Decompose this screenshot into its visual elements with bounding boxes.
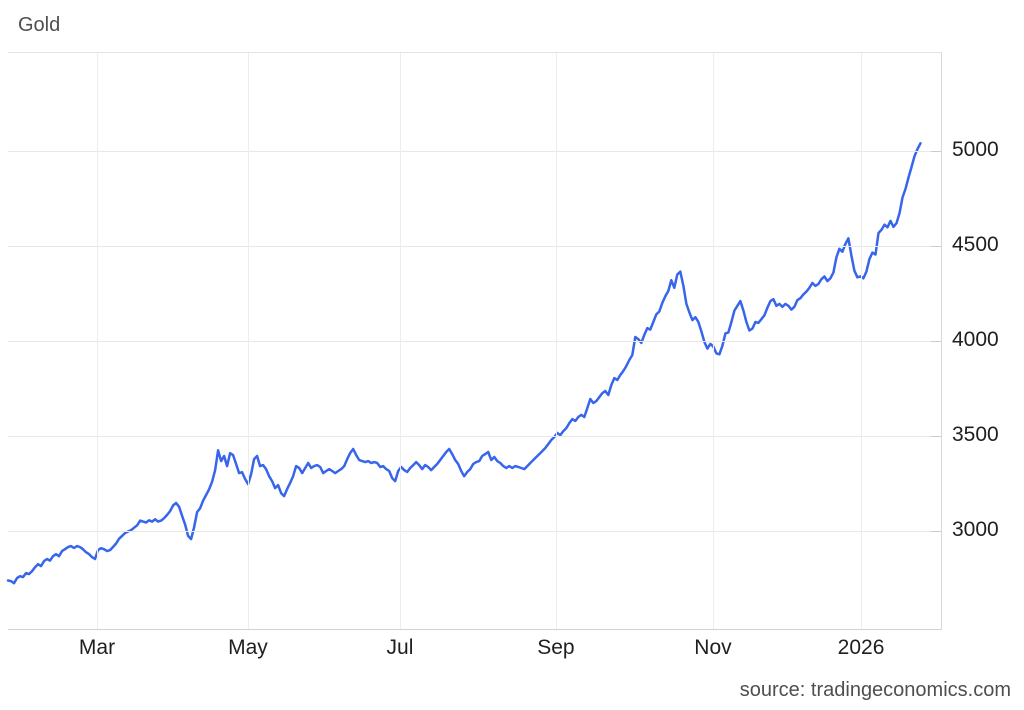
vertical-gridline bbox=[97, 53, 98, 629]
y-axis-label: 4000 bbox=[952, 328, 999, 351]
vertical-gridline bbox=[555, 53, 557, 629]
x-axis-label: Sep bbox=[537, 636, 575, 659]
gold-price-line bbox=[6, 142, 922, 585]
vertical-gridline bbox=[247, 53, 249, 629]
y-axis-label: 4500 bbox=[952, 232, 999, 256]
horizontal-gridline bbox=[8, 150, 941, 152]
gold-price-line-svg bbox=[6, 142, 922, 585]
horizontal-gridline bbox=[8, 531, 941, 533]
y-axis-tick bbox=[931, 245, 941, 247]
y-axis-tick bbox=[931, 531, 941, 533]
y-axis-tick bbox=[931, 436, 941, 438]
vertical-gridline bbox=[861, 53, 863, 629]
y-axis-label: 3000 bbox=[952, 518, 999, 542]
vertical-gridline bbox=[712, 53, 714, 629]
vertical-gridline bbox=[399, 53, 401, 629]
plot-area[interactable] bbox=[6, 52, 942, 630]
x-axis-label: 2026 bbox=[837, 636, 885, 659]
source-attribution: source: tradingeconomics.com bbox=[739, 679, 1011, 701]
horizontal-gridline bbox=[8, 245, 941, 247]
horizontal-gridline bbox=[8, 341, 941, 342]
x-axis-label: Jul bbox=[386, 636, 414, 659]
x-axis-labels: Mar May Jul Sep Nov 2026 bbox=[8, 636, 941, 660]
y-axis-tick bbox=[931, 150, 941, 152]
y-axis-labels: 3000 3500 4000 4500 5000 bbox=[952, 52, 1022, 628]
y-axis-label: 3500 bbox=[952, 423, 999, 447]
y-axis-label: 5000 bbox=[952, 137, 999, 161]
x-axis-label: Mar bbox=[78, 636, 116, 659]
y-axis-tick bbox=[931, 341, 941, 342]
x-axis-label: May bbox=[228, 636, 268, 659]
horizontal-gridline bbox=[8, 436, 941, 438]
x-axis-label: Nov bbox=[694, 636, 732, 659]
chart-title: Gold bbox=[18, 14, 61, 36]
